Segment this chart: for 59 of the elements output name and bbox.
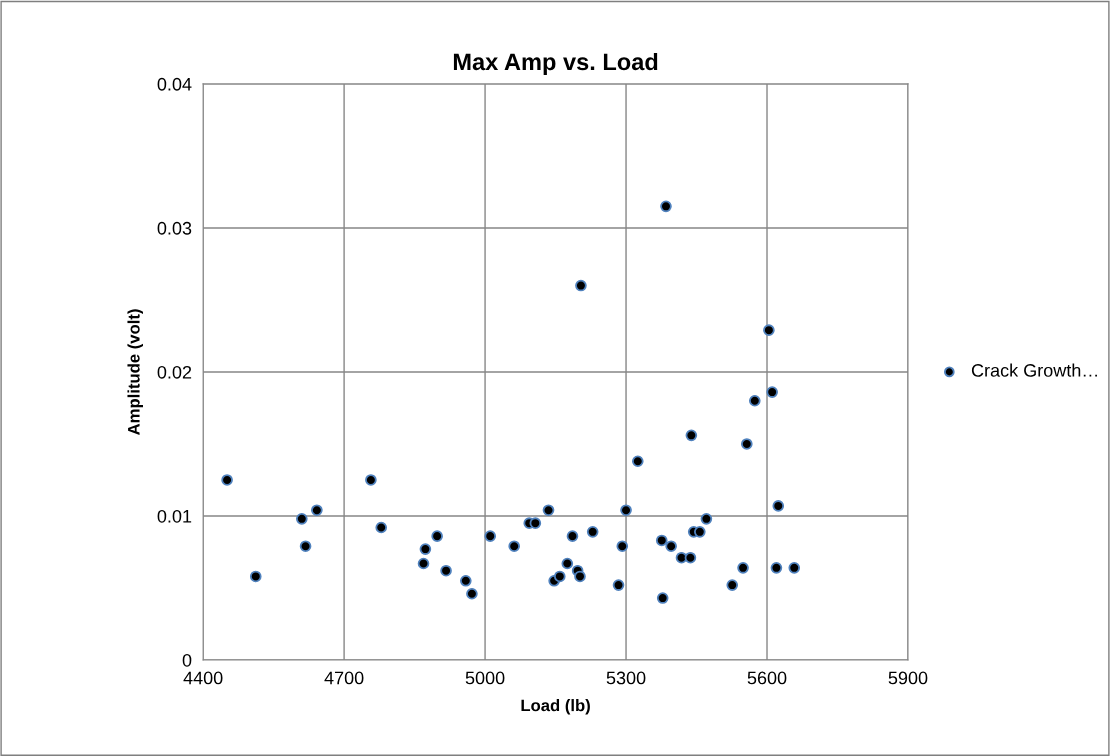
point	[612, 579, 625, 591]
y-tick-label: 0	[182, 653, 192, 667]
point	[419, 543, 432, 555]
point	[431, 530, 443, 542]
y-tick-label: 0.02	[157, 365, 192, 379]
point	[700, 513, 713, 525]
point	[655, 534, 668, 547]
y-tick-label: 0.03	[157, 221, 192, 235]
point	[221, 474, 233, 486]
point	[542, 504, 555, 517]
chart-title: Max Amp vs. Load	[453, 52, 658, 75]
point	[440, 564, 452, 577]
x-tick-label: 5300	[606, 671, 646, 685]
point	[459, 574, 472, 587]
point	[566, 530, 579, 542]
point	[631, 455, 644, 468]
point	[772, 500, 785, 512]
point	[684, 551, 697, 564]
point	[417, 557, 430, 570]
legend-label: Crack Growth…	[971, 363, 1097, 377]
y-axis-title: Amplitude (volt)	[127, 309, 143, 435]
y-tick-label: 0.04	[157, 77, 192, 91]
point	[508, 540, 521, 553]
point	[616, 540, 629, 553]
point	[737, 562, 749, 574]
point	[484, 530, 497, 542]
point	[365, 474, 377, 486]
point	[553, 570, 566, 583]
point	[561, 557, 574, 570]
point	[693, 525, 706, 538]
point	[311, 504, 323, 517]
point	[529, 517, 542, 529]
point	[766, 386, 778, 398]
point	[586, 525, 599, 538]
point	[726, 579, 739, 591]
point	[575, 279, 587, 292]
point	[249, 570, 262, 583]
point	[740, 438, 753, 450]
point	[295, 513, 308, 525]
point	[574, 570, 586, 583]
x-tick-label: 5900	[888, 671, 928, 685]
point	[620, 504, 632, 517]
point	[748, 394, 761, 407]
x-tick-label: 5600	[747, 671, 787, 685]
point	[685, 429, 698, 442]
x-tick-label: 5000	[465, 671, 505, 685]
y-tick-label: 0.01	[157, 509, 192, 523]
point	[788, 562, 801, 574]
point	[770, 562, 783, 574]
point	[299, 540, 312, 553]
x-tick-label: 4700	[324, 671, 364, 685]
point	[665, 540, 677, 553]
point	[466, 587, 478, 600]
point	[763, 324, 775, 337]
point	[375, 521, 388, 534]
point	[656, 592, 669, 604]
x-axis-title: Load (lb)	[521, 699, 590, 715]
point	[660, 200, 672, 213]
x-tick-label: 4400	[183, 671, 223, 685]
